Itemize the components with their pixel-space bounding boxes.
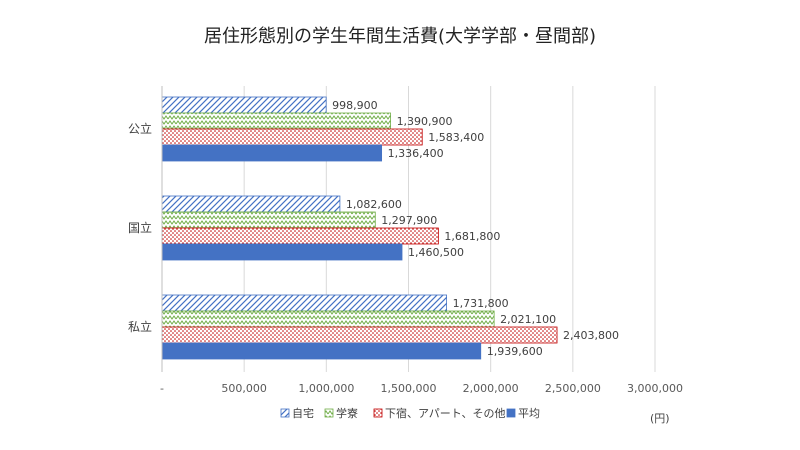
legend-swatch (506, 408, 516, 418)
legend-swatch (280, 408, 290, 418)
data-label: 1,082,600 (346, 198, 402, 211)
data-label: 1,297,900 (381, 214, 437, 227)
data-label: 998,900 (332, 99, 378, 112)
x-tick-label: 2,000,000 (463, 382, 519, 395)
bar (161, 243, 403, 261)
legend-label: 下宿、アパート、その他 (385, 406, 506, 420)
unit-label: (円) (650, 412, 670, 425)
chart-title: 居住形態別の学生年間生活費(大学学部・昼間部) (203, 26, 597, 47)
bar (161, 326, 558, 344)
legend-swatch (373, 408, 383, 418)
bar (161, 310, 495, 328)
data-label: 1,336,400 (388, 147, 444, 160)
data-label: 1,583,400 (428, 131, 484, 144)
data-label: 1,939,600 (487, 345, 543, 358)
legend-label: 平均 (518, 407, 540, 420)
bar (161, 211, 376, 229)
data-label: 1,460,500 (408, 246, 464, 259)
bar (161, 112, 391, 130)
category-label: 国立 (128, 220, 152, 235)
bar (161, 96, 327, 114)
x-tick-label: 3,000,000 (627, 382, 683, 395)
category-label: 公立 (128, 121, 152, 136)
bar (161, 227, 439, 245)
data-label: 1,731,800 (453, 297, 509, 310)
data-label: 1,681,800 (444, 230, 500, 243)
x-tick-label: - (160, 382, 164, 395)
legend-swatch (324, 408, 334, 418)
bar (161, 294, 447, 312)
x-tick-label: 1,000,000 (298, 382, 354, 395)
data-label: 2,021,100 (500, 313, 556, 326)
bar (161, 342, 482, 360)
bar (161, 128, 423, 146)
bar (161, 144, 383, 162)
legend-label: 学寮 (336, 406, 358, 420)
data-label: 2,403,800 (563, 329, 619, 342)
data-label: 1,390,900 (397, 115, 453, 128)
x-tick-label: 500,000 (221, 382, 267, 395)
x-tick-label: 2,500,000 (545, 382, 601, 395)
category-label: 私立 (128, 319, 152, 334)
x-tick-label: 1,500,000 (381, 382, 437, 395)
legend-label: 自宅 (292, 406, 314, 420)
bar (161, 195, 341, 213)
